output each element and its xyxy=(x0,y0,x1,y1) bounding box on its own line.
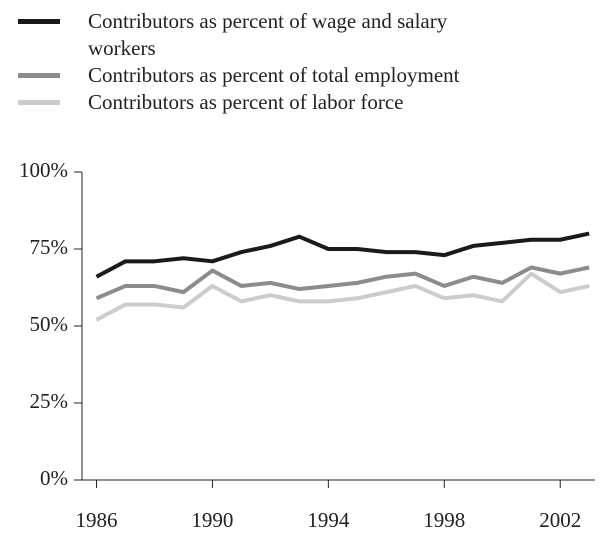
x-tick-label: 1986 xyxy=(75,508,117,532)
series-line xyxy=(95,271,590,322)
legend-item: Contributors as percent of labor force xyxy=(18,89,578,116)
legend-swatch xyxy=(18,100,60,105)
legend: Contributors as percent of wage and sala… xyxy=(18,8,578,116)
legend-item: Contributors as percent of total employm… xyxy=(18,62,578,89)
series-line xyxy=(95,265,590,301)
legend-label: Contributors as percent of total employm… xyxy=(88,63,460,87)
legend-label: Contributors as percent of labor force xyxy=(88,90,404,114)
legend-label: Contributors as percent of wage and sala… xyxy=(88,9,448,60)
y-tick-label: 0% xyxy=(40,466,68,490)
x-tick-label: 1990 xyxy=(191,508,233,532)
x-tick-label: 1994 xyxy=(307,508,350,532)
y-tick-label: 25% xyxy=(30,389,69,413)
legend-swatch xyxy=(18,19,60,24)
y-tick-label: 100% xyxy=(19,158,68,182)
x-tick-label: 2002 xyxy=(539,508,581,532)
legend-item: Contributors as percent of wage and sala… xyxy=(18,8,578,62)
y-tick-label: 50% xyxy=(30,312,69,336)
y-tick-label: 75% xyxy=(30,235,69,259)
x-tick-label: 1998 xyxy=(423,508,465,532)
legend-swatch xyxy=(18,73,60,78)
series-line xyxy=(95,231,590,279)
